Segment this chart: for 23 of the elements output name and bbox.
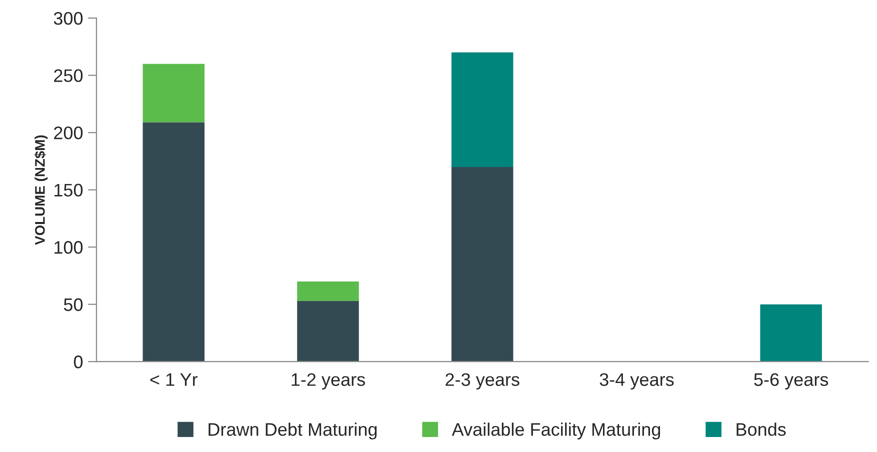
legend-label: Drawn Debt Maturing <box>208 422 377 440</box>
x-tick-label: < 1 Yr <box>150 373 198 386</box>
y-tick-label: 100 <box>54 241 83 254</box>
x-tick-label: 2-3 years <box>446 373 520 390</box>
y-tick-label: 300 <box>54 12 83 25</box>
bar <box>142 64 205 122</box>
bar <box>451 166 514 362</box>
x-tick-label: 5-6 years <box>754 373 828 390</box>
x-tick-label: 3-4 years <box>600 373 674 390</box>
y-tick-label: 150 <box>54 184 83 197</box>
x-tick-label: 1-2 years <box>292 373 365 390</box>
y-tick-label: 50 <box>64 298 83 312</box>
bar <box>451 52 514 167</box>
bar <box>297 281 359 301</box>
legend-label: Available Facility Maturing <box>452 422 660 440</box>
bar <box>142 122 205 362</box>
y-tick-label: 200 <box>54 126 83 140</box>
y-tick-label: 0 <box>74 356 83 368</box>
legend-label: Bonds <box>736 422 786 436</box>
y-tick-label: 250 <box>54 69 83 82</box>
y-axis-title: VOLUME (NZ$M) <box>34 135 48 245</box>
bar <box>760 304 822 362</box>
bar <box>297 300 359 362</box>
